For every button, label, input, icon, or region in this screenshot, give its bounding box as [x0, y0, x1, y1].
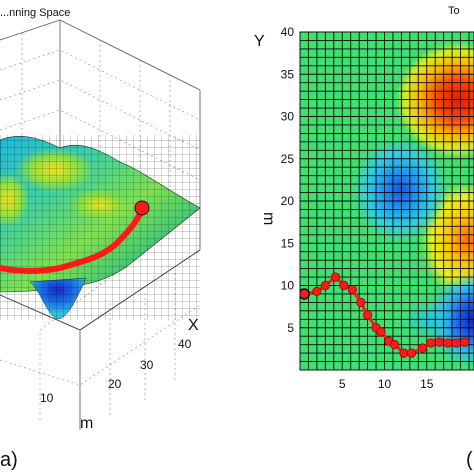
panel-b-path-point: [460, 337, 470, 347]
panel-a-title: ...nning Space: [0, 7, 70, 19]
panel-b-path-point: [426, 338, 436, 348]
panel-a-label: a): [0, 449, 18, 471]
panel-b-y-tick-label: 25: [281, 152, 295, 166]
panel-b-path-point: [399, 348, 409, 358]
panel-b-path-point: [356, 297, 366, 307]
panel-b-path-point: [347, 285, 357, 295]
panel-a-path-line: [0, 207, 145, 274]
panel-b-label: (: [466, 449, 473, 471]
panel-b-path-point: [417, 343, 428, 353]
panel-a-mesh: [0, 135, 200, 320]
panel-a-y-axis-label: m: [80, 415, 93, 432]
panel-b-path-point: [330, 272, 341, 282]
panel-b-y-tick-label: 10: [281, 279, 295, 293]
panel-b-path-point: [451, 338, 461, 348]
panel-b-path-point: [406, 348, 417, 358]
panel-b-path-point: [339, 280, 349, 291]
panel-b-path-point: [434, 337, 445, 347]
panel-b-axes-box: [299, 31, 474, 371]
panel-b-x-tick-label: 15: [420, 377, 434, 391]
panel-b-path-point: [376, 327, 386, 337]
panel-b-x-tick-label: 10: [378, 377, 392, 391]
panel-b-title: To: [448, 5, 460, 17]
panel-b-y-tick-label: 30: [281, 110, 295, 124]
panel-b-y-axis-unit: m: [260, 212, 277, 225]
panel-a-x-axis-label: X: [188, 317, 199, 334]
panel-b-path-point: [390, 340, 400, 350]
panel-b-path-start-marker: [300, 288, 310, 300]
panel-a-path-end-marker: [134, 200, 150, 216]
panel-b-path-point: [320, 280, 330, 291]
panel-a-x-tick-20: 20: [108, 377, 122, 391]
panel-b-path-point: [312, 286, 322, 297]
panel-b-path-point: [443, 338, 453, 348]
panel-b-y-tick-label: 40: [281, 25, 295, 39]
panel-a-x-tick-10: 10: [40, 391, 54, 405]
panel-b-heatmap: 5 10 15 20 25 30 35 40 5 10 15 To Y m (: [254, 5, 474, 471]
panel-b-y-tick-label: 15: [281, 236, 295, 250]
panel-b-x-tick-label: 5: [339, 377, 346, 391]
panel-b-y-tick-label: 20: [281, 194, 295, 208]
panel-a-x-tick-40: 40: [178, 337, 192, 351]
panel-a-x-tick-30: 30: [140, 358, 154, 372]
panel-b-path-point: [362, 310, 373, 320]
panel-b-grid: [300, 32, 474, 370]
panel-a-surface-plot: ...nning Space X m 10 20 30 40 a): [0, 7, 201, 471]
panel-b-y-axis-label: Y: [254, 33, 265, 50]
panel-b-y-tick-label: 35: [281, 67, 295, 81]
panel-b-y-tick-label: 5: [287, 321, 294, 335]
